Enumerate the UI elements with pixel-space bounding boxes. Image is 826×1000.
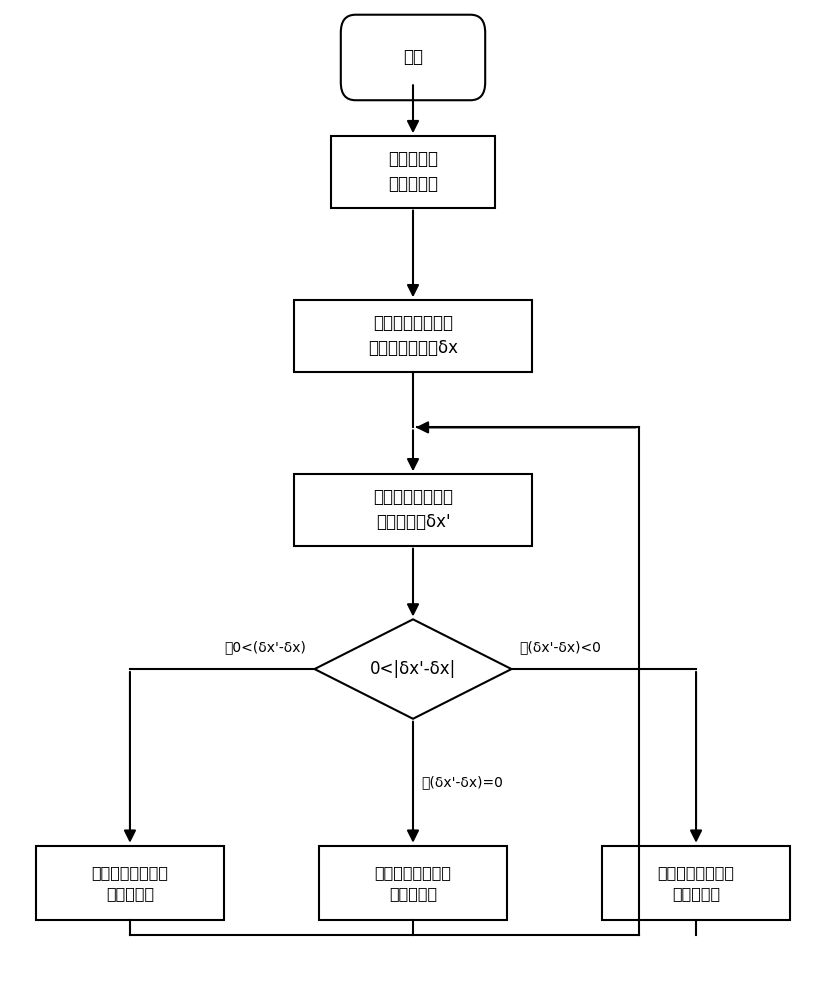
- Polygon shape: [315, 619, 511, 719]
- Text: 若(δx'-δx)<0: 若(δx'-δx)<0: [520, 640, 601, 654]
- Text: 采样、计算下行传
输实时相位δx': 采样、计算下行传 输实时相位δx': [373, 488, 453, 531]
- Bar: [294, 474, 532, 546]
- Bar: [331, 136, 495, 208]
- Bar: [36, 846, 225, 920]
- Text: 正向调节下行电动
延迟线滑块: 正向调节下行电动 延迟线滑块: [657, 865, 734, 901]
- Text: 下行电动延
迟线初始化: 下行电动延 迟线初始化: [388, 150, 438, 193]
- FancyBboxPatch shape: [341, 15, 485, 100]
- Text: 开始: 开始: [403, 48, 423, 66]
- Bar: [319, 846, 507, 920]
- Text: 采样、计算下行稳
相控制基准相位δx: 采样、计算下行稳 相控制基准相位δx: [368, 314, 458, 357]
- Bar: [294, 300, 532, 372]
- Bar: [601, 846, 790, 920]
- Text: 若0<(δx'-δx): 若0<(δx'-δx): [225, 640, 306, 654]
- Text: 逆向调节下行电动
延迟线滑块: 逆向调节下行电动 延迟线滑块: [92, 865, 169, 901]
- Text: 若(δx'-δx)=0: 若(δx'-δx)=0: [421, 775, 503, 789]
- Text: 下行电动延迟线滑
块保持原位: 下行电动延迟线滑 块保持原位: [374, 865, 452, 901]
- Text: 0<|δx'-δx|: 0<|δx'-δx|: [370, 660, 456, 678]
